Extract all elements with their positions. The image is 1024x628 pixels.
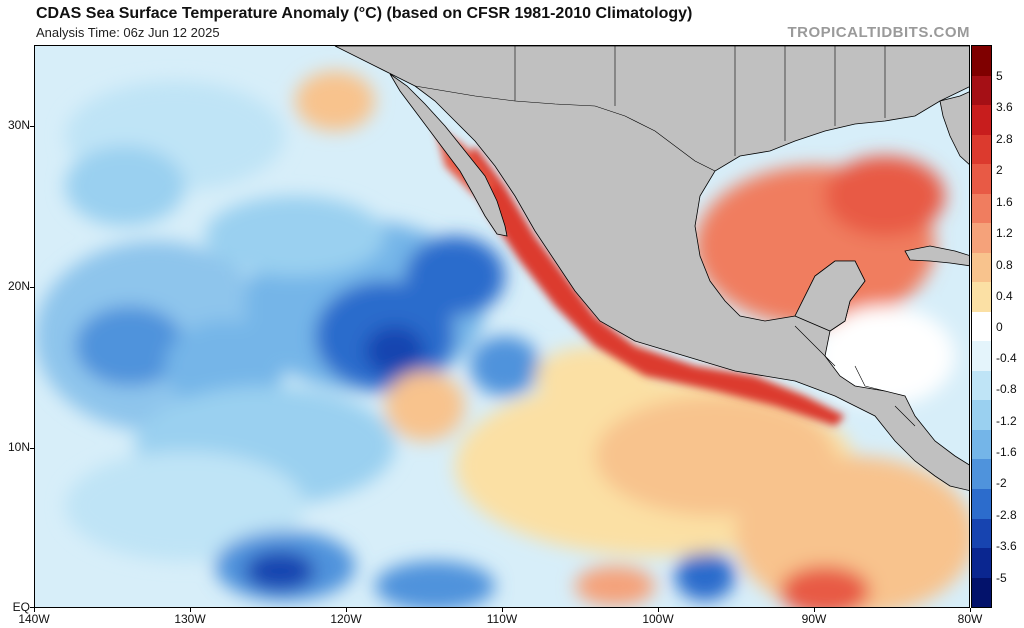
colorbar-label: -1.6 [996,445,1017,459]
colorbar-bin [972,488,991,519]
colorbar-label: 5 [996,69,1003,83]
analysis-time: Analysis Time: 06z Jun 12 2025 [36,25,220,40]
lon-tick [190,608,191,612]
lon-label-90w: 90W [801,612,827,626]
political-borders [414,46,916,427]
colorbar-bin [972,400,991,430]
lat-label-30n: 30N [7,118,30,132]
site-watermark: TROPICALTIDBITS.COM [787,24,970,41]
map-title: CDAS Sea Surface Temperature Anomaly (°C… [36,5,693,22]
colorbar-bin [972,282,991,312]
colorbar-bin [972,105,991,135]
lat-label-20n: 20N [7,279,30,293]
lon-tick [346,608,347,612]
colorbar-bin [972,341,991,371]
colorbar-bin [972,193,991,224]
sst-anomaly-map [34,45,970,608]
colorbar-label: -2 [996,476,1007,490]
colorbar-bin [972,223,991,253]
colorbar-label: 2 [996,163,1003,177]
lon-tick [34,608,35,612]
lon-tick [970,608,971,612]
lat-label-eq: EQ [12,600,30,614]
lat-tick [30,287,34,288]
colorbar-bin [972,459,991,489]
colorbar-bin [972,164,991,194]
lon-label-80w: 80W [957,612,983,626]
colorbar-bin [972,370,991,401]
colorbar-bin [972,577,991,608]
colorbar-bin [972,134,991,165]
lon-label-120w: 120W [330,612,362,626]
colorbar-bin [972,518,991,549]
colorbar-bin [972,46,991,76]
lon-label-140w: 140W [18,612,50,626]
colorbar-bin [972,75,991,106]
lon-label-130w: 130W [174,612,206,626]
colorbar-label: -3.6 [996,539,1017,553]
colorbar-label: 3.6 [996,100,1013,114]
lon-tick [814,608,815,612]
map-canvas [35,46,969,607]
lat-tick [30,126,34,127]
colorbar-label: 0 [996,320,1003,334]
colorbar-label: 1.6 [996,195,1013,209]
lat-tick [30,607,34,608]
colorbar-label: 0.8 [996,258,1013,272]
colorbar-bin [972,548,991,578]
color-scale-bar [971,45,992,608]
lat-tick [30,448,34,449]
lon-tick [502,608,503,612]
colorbar-label: -0.8 [996,382,1017,396]
colorbar-bin [972,252,991,283]
colorbar-label: 1.2 [996,226,1013,240]
colorbar-label: 0.4 [996,289,1013,303]
colorbar-label: -1.2 [996,414,1017,428]
colorbar-label: 2.8 [996,132,1013,146]
colorbar-label: -5 [996,571,1007,585]
land [334,46,969,491]
colorbar-label: -2.8 [996,508,1017,522]
lat-label-10n: 10N [7,440,30,454]
colorbar-label: -0.4 [996,351,1017,365]
lon-tick [658,608,659,612]
anomaly-field [35,71,969,607]
colorbar-bin [972,429,991,460]
lon-label-110w: 110W [486,612,518,626]
colorbar-bin [972,311,991,342]
lon-label-100w: 100W [642,612,674,626]
